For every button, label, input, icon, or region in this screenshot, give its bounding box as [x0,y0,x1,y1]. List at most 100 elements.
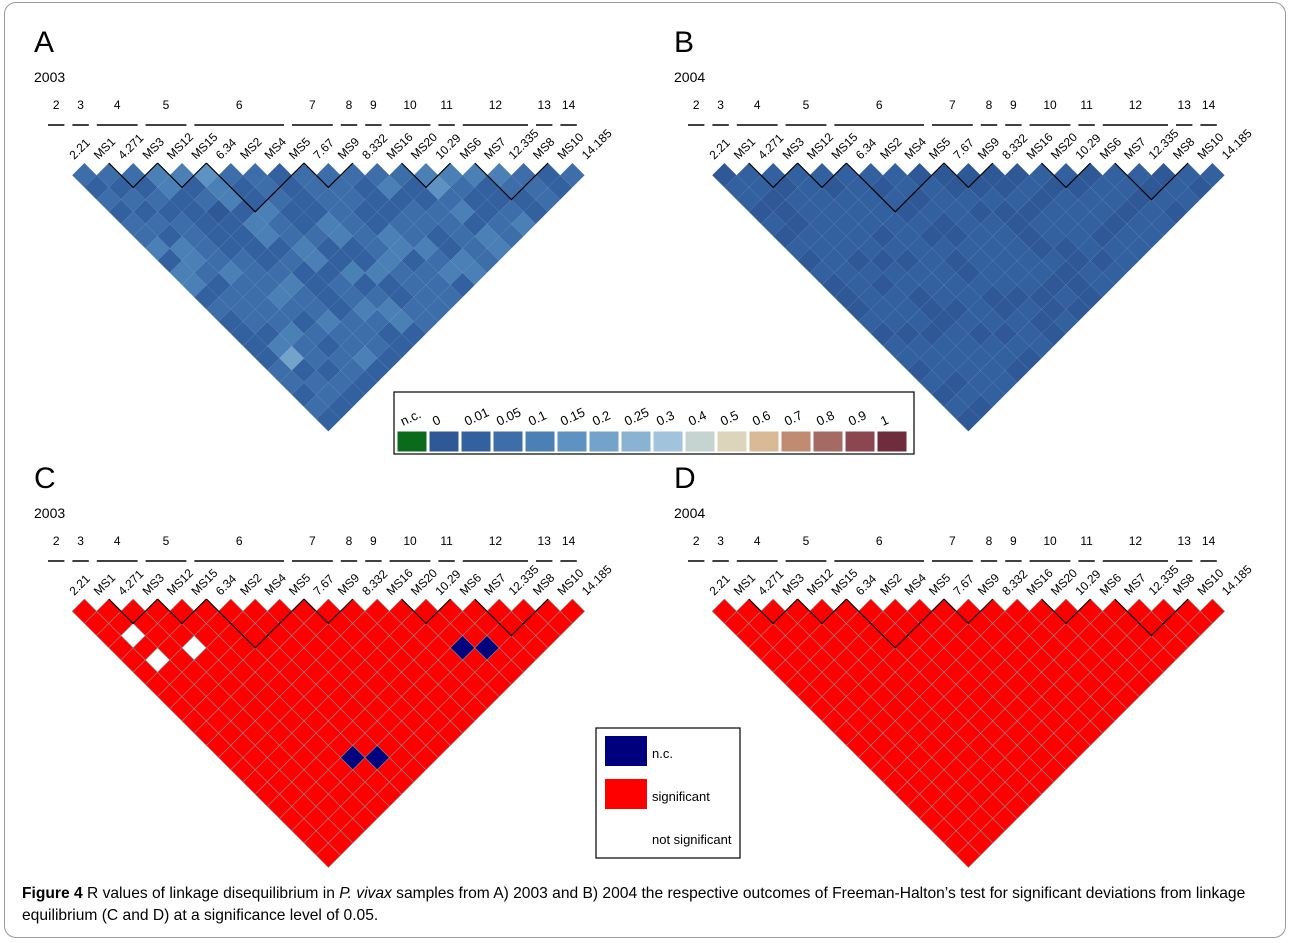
ld-cell [535,187,561,212]
ld-cell [919,321,944,346]
ld-cell [809,211,835,237]
ld-cell [944,175,969,200]
ld-cell [487,211,512,237]
group-label: 13 [538,98,552,112]
ld-cell [218,236,243,261]
ld-cell [267,236,292,261]
ld-cell [401,199,426,224]
group-label: 4 [754,98,761,112]
panel-letter: C [34,462,56,495]
ld-cell [328,346,353,371]
panel-year: 2003 [34,505,65,521]
ld-cell [182,272,207,298]
group-label: 10 [1043,534,1057,548]
ld-cell [450,199,475,224]
panel-d: D20042.21MS14.271MS3MS12MS156.34MS2MS4MS… [674,462,1255,868]
ld-cell [365,285,390,310]
ld-cell [438,211,463,237]
scale-label: 0.6 [750,407,773,428]
ld-cell [1127,211,1152,237]
ld-cell [206,272,231,298]
ld-cell [968,199,993,224]
ld-cell [243,309,268,334]
ld-cell [84,175,109,200]
group-label: 7 [949,534,956,548]
ld-cell [846,224,871,249]
ld-cell [919,297,944,322]
sig-swatch [605,779,647,809]
block-outline [205,162,305,213]
ld-cell [822,248,847,273]
group-label: 2 [693,534,700,548]
sig-label: significant [652,789,710,804]
ld-cell [108,199,134,224]
ld-cell [499,175,524,200]
ld-cell [858,309,883,334]
block-outline [303,598,354,625]
ld-cell [267,211,292,237]
block-outline [1114,598,1189,637]
ld-cell [426,297,451,322]
ld-cell [1078,211,1103,237]
ld-cell [944,394,969,420]
ld-cell [1029,187,1054,212]
ld-cell [931,236,957,261]
group-label: 7 [949,98,956,112]
ld-cell [230,321,256,346]
ld-cell [980,163,1005,188]
ld-cell [931,260,957,285]
ld-cell [291,211,317,237]
ld-cell [883,285,908,310]
ld-cell [450,272,475,298]
group-label: 10 [403,98,417,112]
ld-cell [809,236,835,261]
ld-cell [304,224,329,249]
group-label: 7 [309,534,316,548]
scale-swatch [876,430,908,453]
block-outline [108,598,159,625]
ld-cell [992,370,1018,395]
ld-matrix [711,598,1226,868]
ld-cell [304,248,329,273]
ld-cell [980,309,1005,334]
group-label: 10 [1043,98,1057,112]
scale-label: 0.8 [814,407,837,428]
ld-cell [304,272,329,298]
ld-cell [931,285,957,310]
ld-cell [243,285,268,310]
ld-cell [944,199,969,224]
ld-cell [858,260,883,285]
ld-cell [157,224,182,249]
ld-cell [389,187,414,212]
panel-letter: B [674,26,694,59]
ld-cell [1127,187,1152,212]
scale-swatch [812,430,844,453]
ld-cell [870,272,896,298]
ld-cell [980,211,1005,237]
ld-cell [560,163,585,188]
ld-cell [980,187,1005,212]
ld-cell [785,236,810,261]
ld-cell [328,199,353,224]
group-blocks [108,598,549,649]
block-outline [1041,598,1091,625]
panel-year: 2004 [674,69,705,85]
ld-cell [919,370,944,395]
ld-cell [895,199,920,224]
ld-cell [401,321,426,346]
ld-cell [1005,309,1030,334]
ld-cell [1102,260,1127,285]
ld-cell [968,272,993,298]
ld-cell [1066,297,1091,322]
ld-cell [944,224,969,249]
top-mask [696,148,1241,163]
ld-cell [328,394,353,420]
ld-cell [365,187,390,212]
ld-cell [931,309,957,334]
ld-cell [992,297,1018,322]
scale-swatch [684,430,716,453]
ld-cell [1114,224,1140,249]
ld-cell [1090,224,1115,249]
ld-cell [956,211,981,237]
ld-cell [992,346,1018,371]
